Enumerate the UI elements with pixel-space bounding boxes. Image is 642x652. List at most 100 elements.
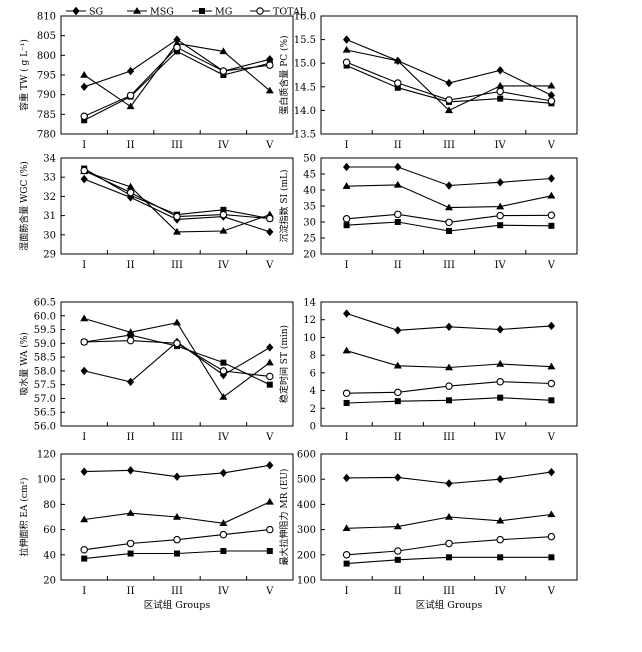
series-msg [80,167,274,235]
data-point-total [126,336,135,345]
data-point-total [266,525,274,534]
data-point-total [173,212,181,221]
data-point-sg [80,467,88,476]
y-tick-label: 60 [43,525,56,536]
data-point-total [266,372,274,381]
y-tick-label: 14.5 [294,82,316,93]
data-point-total [342,215,351,223]
data-point-total [394,388,402,397]
x-tick-label: III [171,586,183,597]
data-point-msg [126,182,135,190]
x-tick-label: IV [495,260,507,271]
x-tick-label: II [394,432,402,443]
data-point-mg [266,381,273,388]
data-point-sg [547,321,555,331]
legend-label: TOTAL [273,7,307,18]
data-point-total [496,87,504,96]
data-point-total [173,43,181,52]
data-point-sg [343,162,351,172]
y-tick-label: 2 [310,404,316,415]
y-tick-label: 45 [303,170,316,181]
y-axis-label: 蛋白质含量 PC (%) [278,35,290,114]
data-point-total [445,382,453,390]
x-tick-label: I [82,260,86,271]
data-point-sg [496,178,504,187]
y-axis-label: 沉淀指数 SI (mL) [278,170,290,243]
y-tick-label: 32 [43,192,56,203]
data-point-mg [446,554,452,561]
y-tick-label: 34 [43,154,56,165]
y-tick-label: 800 [37,51,56,62]
data-point-total [445,539,453,548]
data-point-total [173,535,181,544]
data-point-mg [548,397,555,404]
data-point-sg [80,174,88,184]
data-point-msg [219,226,228,234]
data-point-sg [343,309,351,318]
x-tick-label: II [127,432,135,443]
y-tick-label: 16.0 [294,12,316,23]
data-point-sg [547,467,555,477]
plot-frame [60,301,294,427]
data-point-msg [342,524,351,532]
y-tick-label: 100 [297,576,316,587]
y-axis-label: 湿面筋含量 WGC (%) [18,161,30,251]
data-point-msg [219,393,228,400]
data-point-msg [393,522,402,530]
data-point-sg [80,366,88,376]
x-tick-label: III [443,432,455,443]
series-mg [343,554,555,567]
series-sg [80,174,274,237]
plot-frame [60,15,294,135]
series-msg [80,314,274,400]
data-point-mg [174,48,180,55]
y-tick-label: 300 [297,525,316,536]
x-tick-label: IV [495,432,507,443]
x-tick-label: IV [218,432,230,443]
data-point-sg [394,162,402,172]
data-point-mg [266,548,273,555]
data-point-total [547,97,556,105]
x-tick-label: II [127,260,135,271]
y-tick-label: 600 [297,450,316,461]
data-point-msg [342,182,351,189]
data-point-total [266,214,274,223]
legend-marker-sg [72,6,80,16]
plot-frame [320,453,578,581]
x-tick-label: II [394,140,402,151]
data-point-msg [445,106,453,114]
y-tick-label: 60.0 [34,311,56,322]
y-tick-label: 805 [37,31,56,42]
x-tick-label: IV [218,586,230,597]
data-point-total [394,79,402,87]
data-point-mg [497,554,504,561]
legend-label: SG [89,7,103,18]
data-point-total [342,551,351,559]
y-axis-label: 吸水量 WA (%) [18,332,30,396]
x-tick-label: I [82,586,86,597]
data-point-sg [127,466,135,475]
series-msg [342,45,556,114]
y-tick-label: 14.0 [294,106,316,117]
y-tick-label: 31 [43,211,56,222]
y-tick-label: 810 [37,12,56,23]
data-point-mg [220,72,227,78]
legend-item-total: TOTAL [250,7,307,18]
series-line-msg [84,501,271,524]
y-tick-label: 60.5 [34,298,56,309]
data-point-total [126,91,135,100]
y-tick-label: 58.5 [34,353,56,364]
data-point-msg [219,519,228,526]
data-point-msg [445,203,453,211]
data-point-total [547,532,556,541]
legend-label: MSG [150,7,174,18]
data-point-msg [496,516,505,524]
data-point-total [445,218,453,227]
data-point-sg [496,325,504,334]
plot-frame [60,157,294,255]
data-point-msg [393,180,402,188]
y-tick-label: 790 [37,90,56,101]
data-point-mg [174,550,180,557]
